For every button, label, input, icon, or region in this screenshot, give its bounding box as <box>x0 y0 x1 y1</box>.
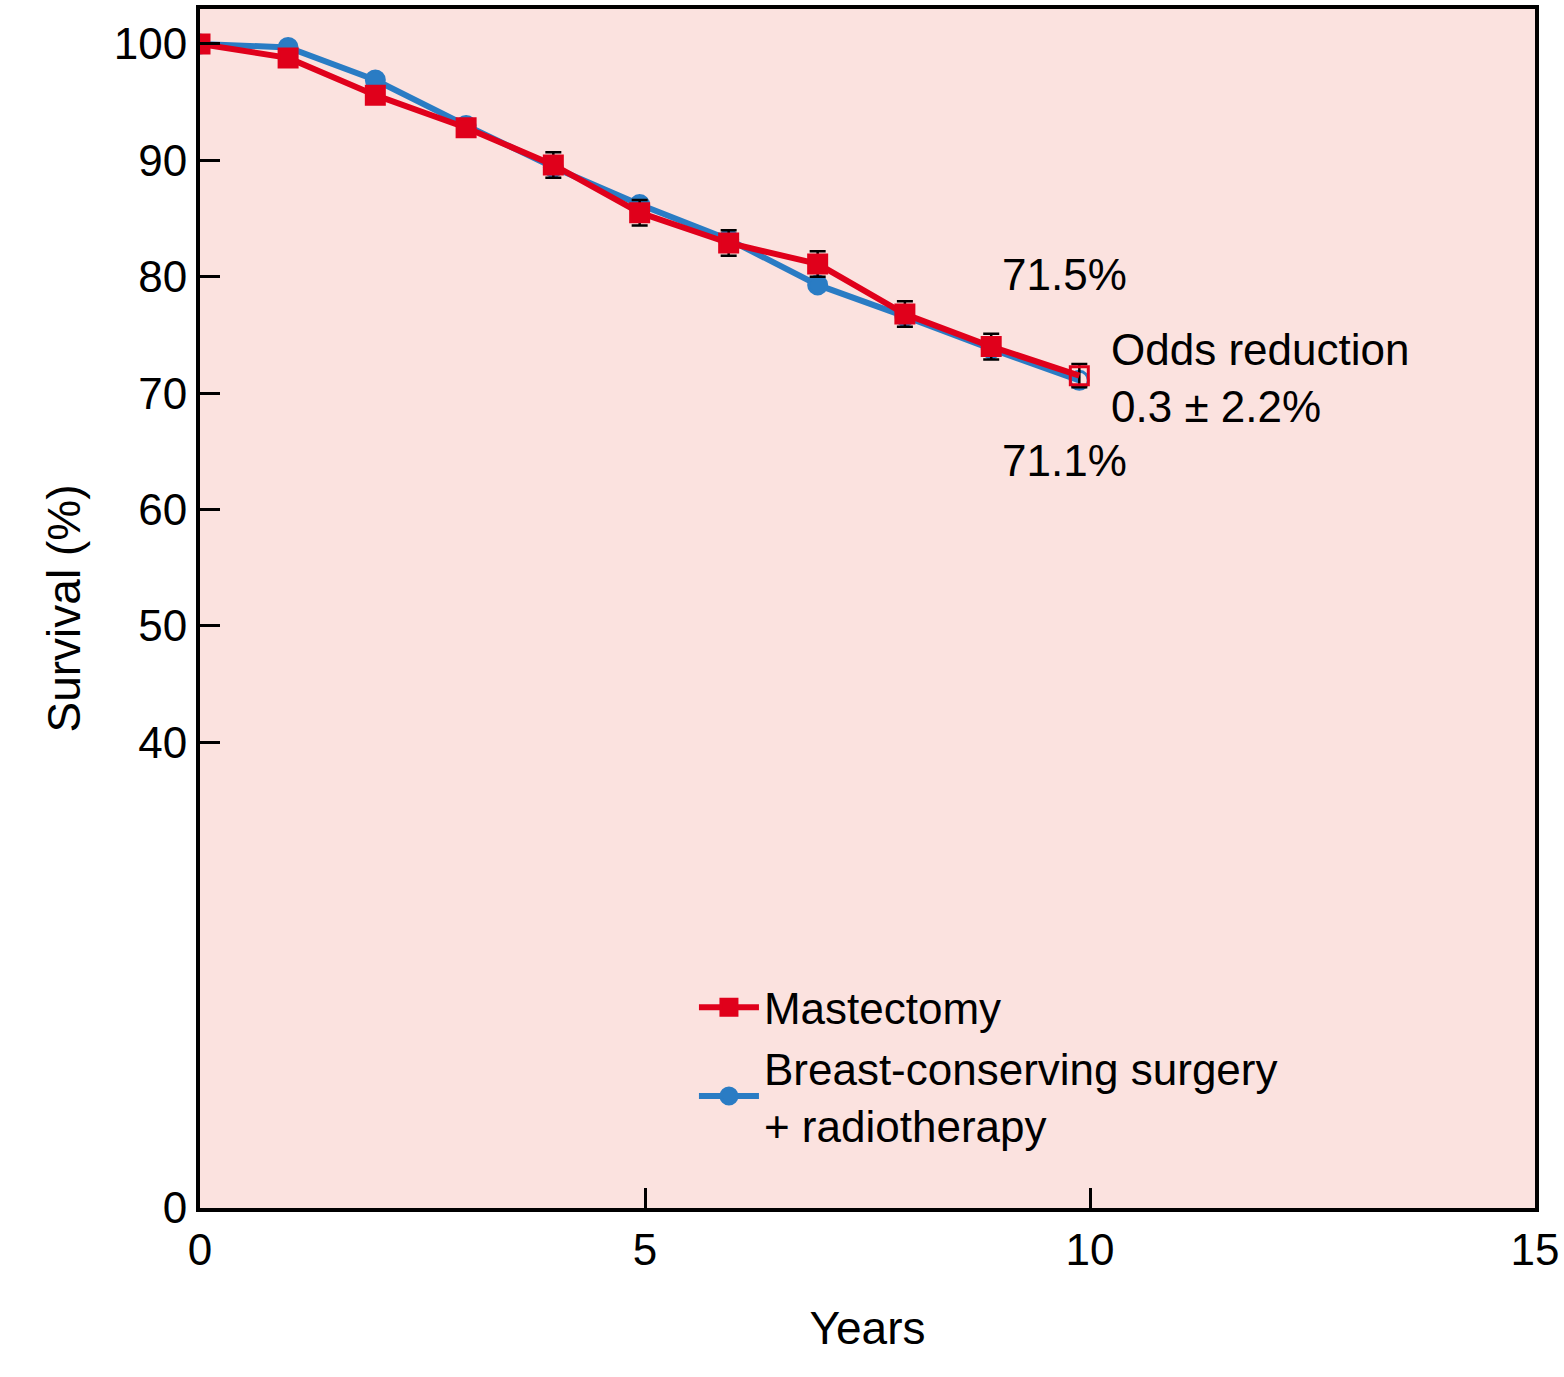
svg-text:Breast-conserving surgery+ rad: Breast-conserving surgery+ radiotherapy <box>764 1045 1278 1151</box>
svg-text:10: 10 <box>1066 1225 1115 1274</box>
svg-text:5: 5 <box>633 1225 657 1274</box>
svg-text:0: 0 <box>163 1183 187 1232</box>
svg-text:50: 50 <box>138 601 187 650</box>
svg-text:71.1%: 71.1% <box>1002 436 1127 485</box>
svg-text:70: 70 <box>138 369 187 418</box>
svg-text:Years: Years <box>810 1302 926 1354</box>
svg-text:40: 40 <box>138 718 187 767</box>
svg-text:71.5%: 71.5% <box>1002 250 1127 299</box>
svg-text:100: 100 <box>114 19 187 68</box>
svg-text:80: 80 <box>138 252 187 301</box>
svg-text:Survival (%): Survival (%) <box>38 485 90 733</box>
svg-text:15: 15 <box>1511 1225 1560 1274</box>
svg-text:Mastectomy: Mastectomy <box>764 984 1001 1033</box>
svg-text:Odds reduction0.3 ± 2.2%: Odds reduction0.3 ± 2.2% <box>1111 325 1409 431</box>
svg-text:90: 90 <box>138 136 187 185</box>
svg-text:60: 60 <box>138 485 187 534</box>
svg-text:0: 0 <box>188 1225 212 1274</box>
